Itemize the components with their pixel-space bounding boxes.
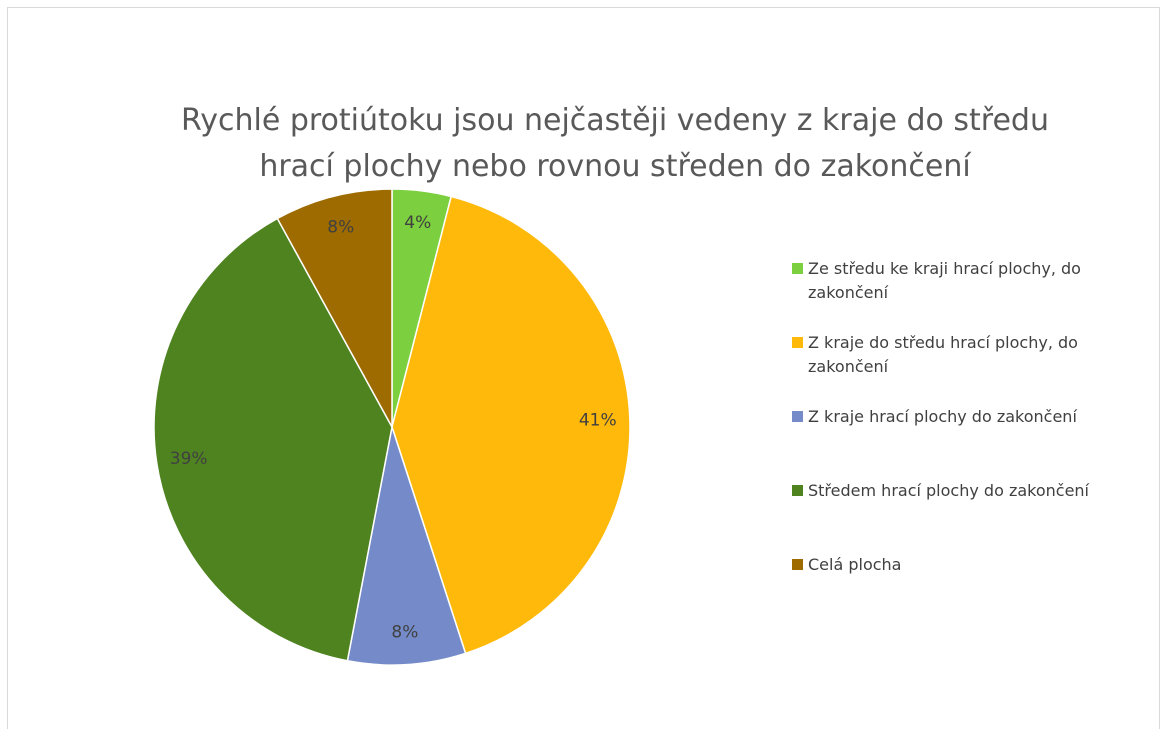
legend-item: Středem hrací plochy do zakončení [792,479,1152,553]
pie-slice [153,217,393,662]
data-label: 8% [327,218,354,238]
legend-label: Ze středu ke kraji hrací plochy, do zako… [808,259,1081,302]
data-label: 39% [170,449,208,469]
data-label: 4% [404,213,431,233]
legend-label: Středem hrací plochy do zakončení [808,481,1089,500]
legend-label: Z kraje hrací plochy do zakončení [808,407,1077,426]
pie-slice [276,188,393,428]
legend-label: Z kraje do středu hrací plochy, do zakon… [808,333,1078,376]
legend-swatch [792,337,803,348]
data-label: 41% [579,411,617,431]
pie-slice [391,195,631,655]
legend-swatch [792,263,803,274]
chart-title: Rychlé protiútoku jsou nejčastěji vedeny… [181,103,1049,184]
legend-item: Celá plocha [792,553,1152,627]
legend-item: Z kraje do středu hrací plochy, do zakon… [792,331,1152,405]
legend: Ze středu ke kraji hrací plochy, do zako… [792,257,1152,627]
legend-item: Ze středu ke kraji hrací plochy, do zako… [792,257,1152,331]
chart-frame [7,7,1160,729]
legend-item: Z kraje hrací plochy do zakončení [792,405,1152,479]
legend-swatch [792,485,803,496]
data-label: 8% [391,622,418,642]
legend-swatch [792,411,803,422]
pie-slice [346,426,467,666]
legend-label: Celá plocha [808,555,902,574]
legend-swatch [792,559,803,570]
